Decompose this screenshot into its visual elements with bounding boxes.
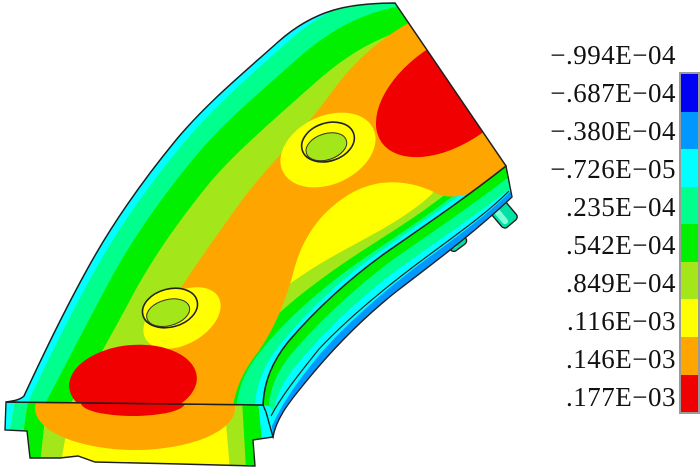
bottom-band-green-right — [242, 402, 273, 466]
segment-top-outline — [5, 2, 508, 406]
bolt-hole-upper — [300, 121, 356, 163]
contour-max-lower — [69, 344, 197, 405]
segment-bottom-outline — [4, 401, 274, 467]
side-band-green — [263, 166, 509, 406]
side-band-springgreen — [269, 177, 511, 412]
bolt-hole-lower — [141, 287, 199, 329]
side-ledge-line — [270, 190, 510, 417]
segment-bottom-face — [5, 402, 273, 466]
side-band-skyblue — [272, 192, 512, 437]
